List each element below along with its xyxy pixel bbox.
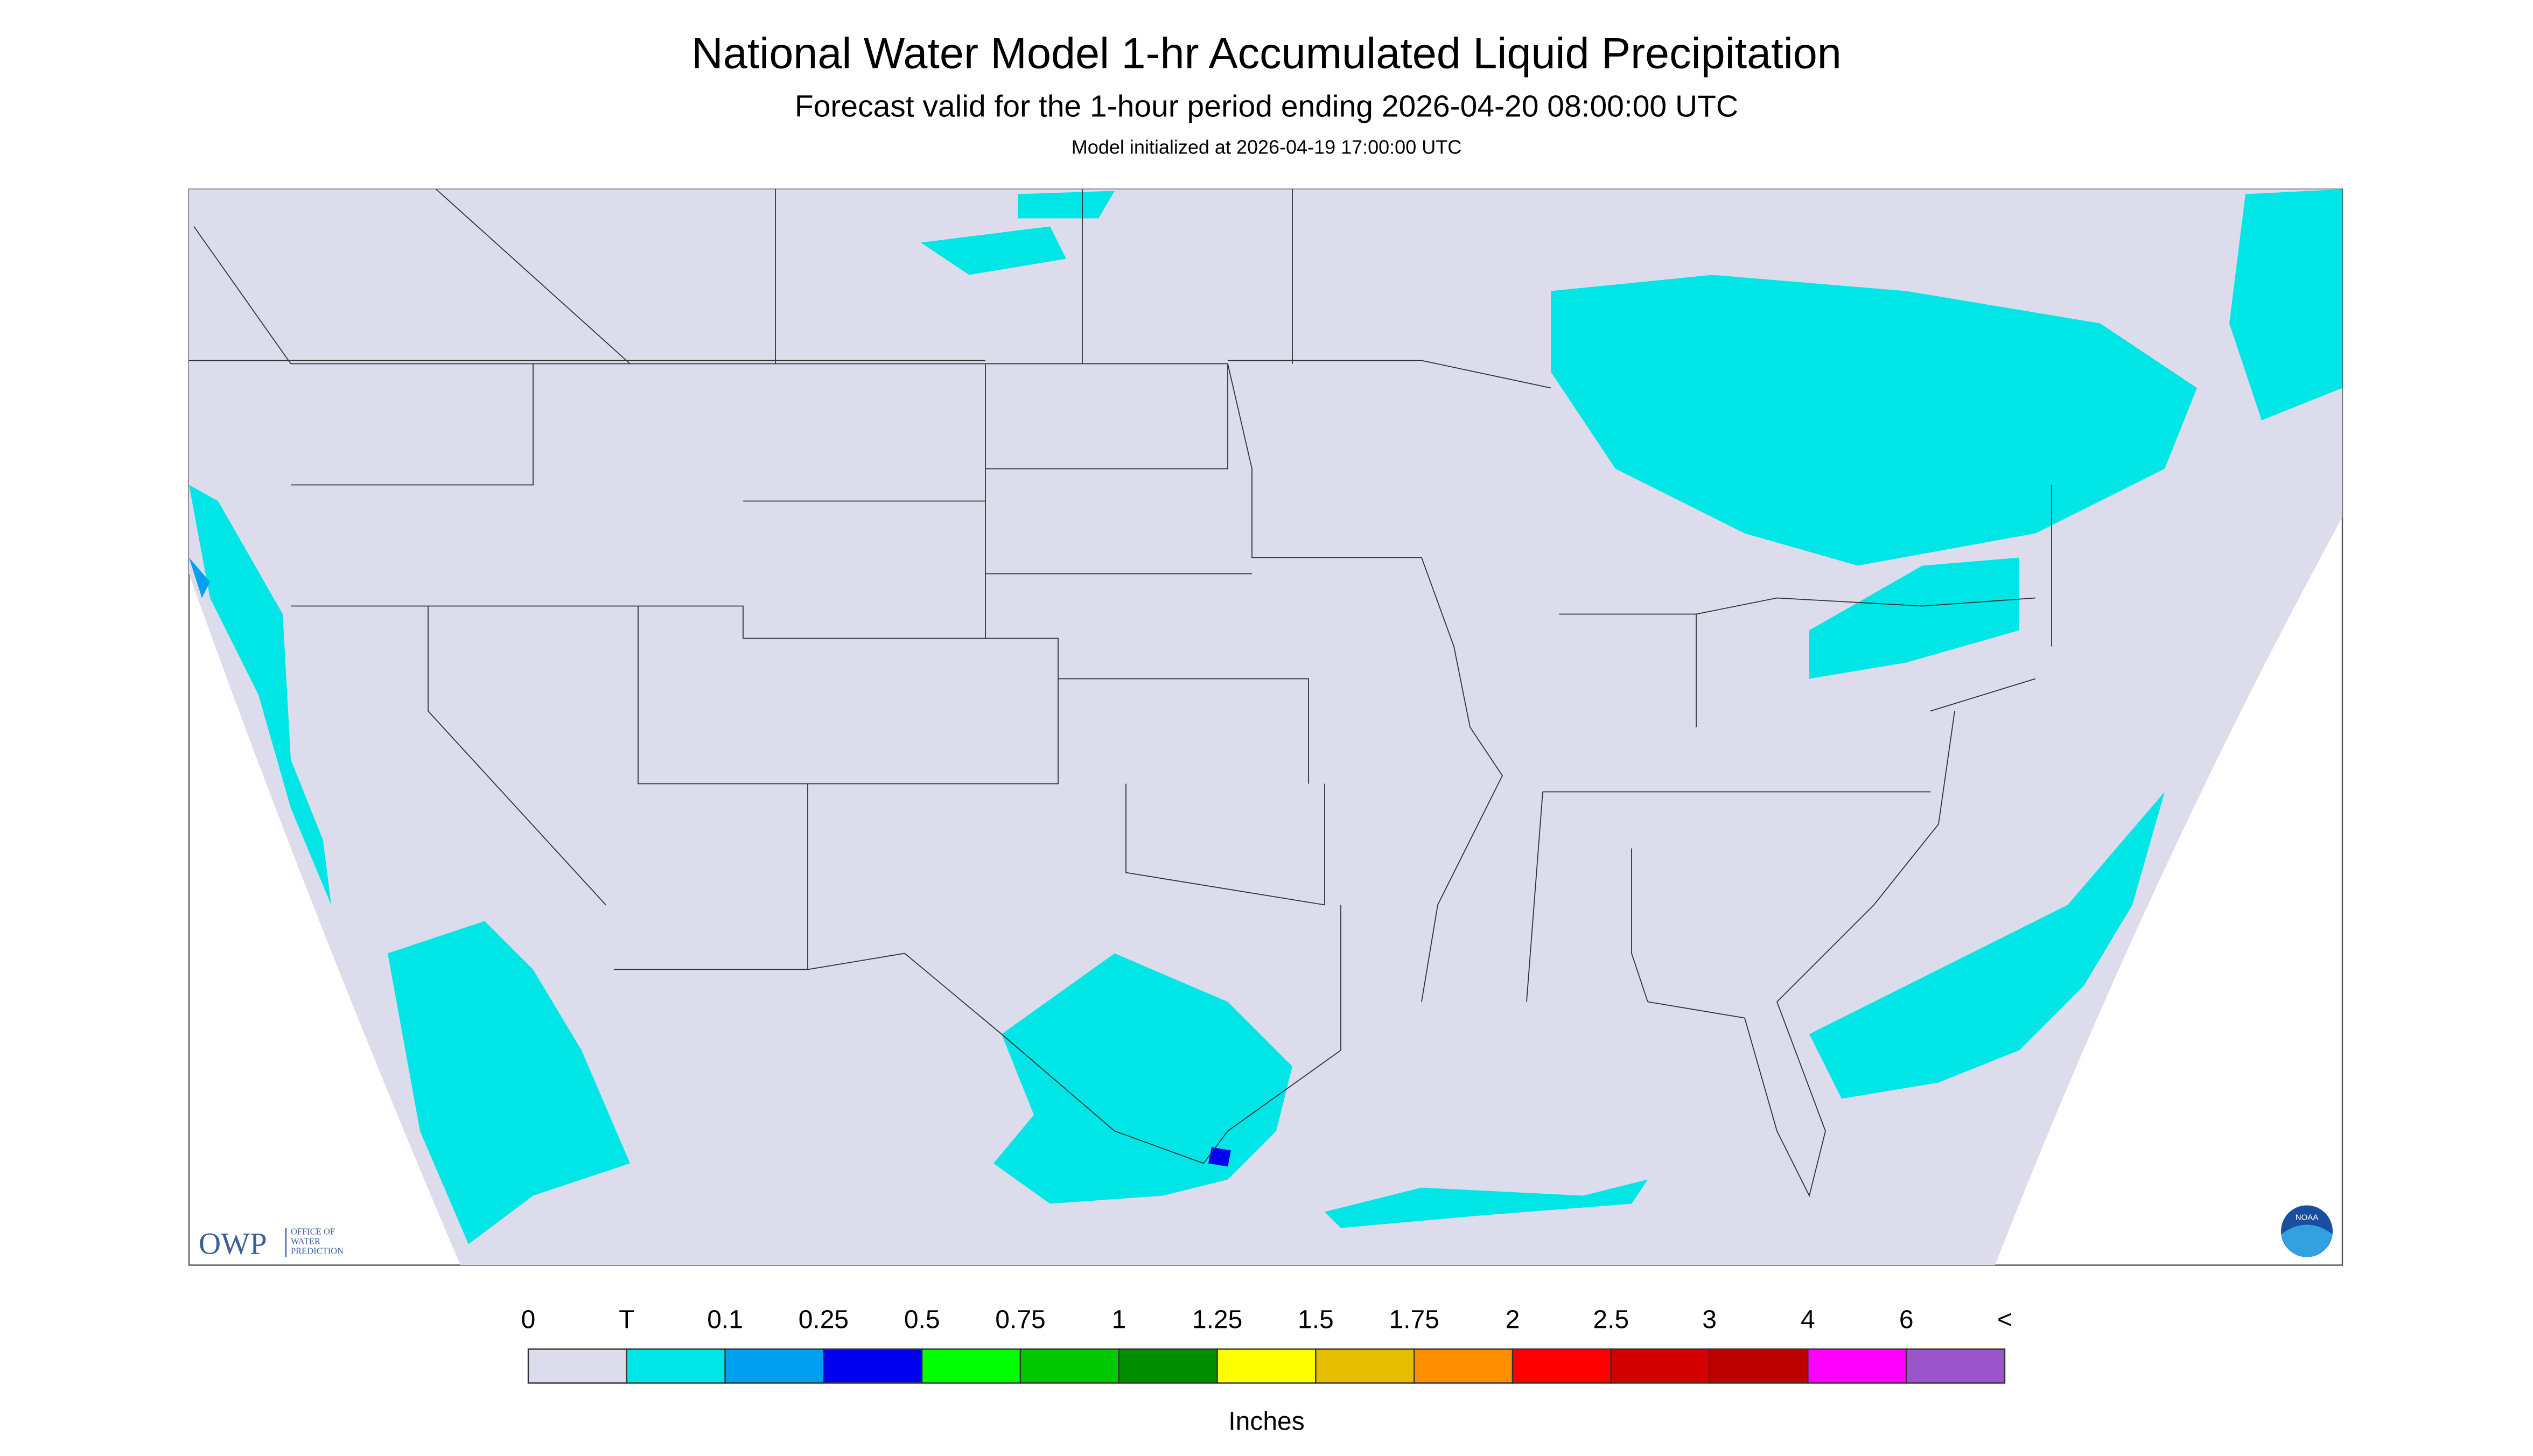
legend-label: 1.25 [1192, 1306, 1242, 1334]
subtitle: Forecast valid for the 1-hour period end… [795, 89, 1738, 124]
legend-label: 2 [1506, 1306, 1520, 1334]
title: National Water Model 1-hr Accumulated Li… [691, 30, 1842, 78]
legend-label: 0.25 [799, 1306, 849, 1334]
legend-unit: Inches [1228, 1408, 1304, 1436]
owp-office: OFFICE OF [291, 1227, 335, 1237]
legend-label: 6 [1899, 1306, 1914, 1334]
owp-office: WATER [291, 1236, 320, 1247]
legend-label: T [619, 1306, 634, 1334]
legend-swatch [1610, 1348, 1710, 1384]
legend-label: 1 [1111, 1306, 1126, 1334]
legend-label: 3 [1702, 1306, 1717, 1334]
owp-text: OWP [199, 1227, 267, 1261]
legend-swatch [724, 1348, 824, 1384]
map: OWP OFFICE OF WATER PREDICTION NOAA [188, 188, 2343, 1266]
legend-label: 0.75 [995, 1306, 1045, 1334]
legend-swatch [1709, 1348, 1809, 1384]
legend-swatch [1512, 1348, 1612, 1384]
legend-label: 0.5 [904, 1306, 940, 1334]
owp-logo: OWP OFFICE OF WATER PREDICTION [199, 1227, 344, 1261]
legend-swatch [1807, 1348, 1907, 1384]
init-note: Model initialized at 2026-04-19 17:00:00… [1072, 136, 1461, 158]
legend-label: < [1997, 1306, 2012, 1334]
legend-swatch [626, 1348, 726, 1384]
legend-swatch [1315, 1348, 1415, 1384]
legend-swatch [527, 1348, 628, 1384]
legend-label: 1.5 [1298, 1306, 1334, 1334]
owp-office: PREDICTION [291, 1246, 344, 1256]
legend: 0 T 0.1 0.25 0.5 0.75 1 1.25 1.5 1.75 2 2.5 3 4 6 < [521, 1306, 2012, 1384]
legend-swatch [1019, 1348, 1120, 1384]
borders [189, 188, 2052, 1198]
legend-swatch [823, 1348, 923, 1384]
legend-swatch [1216, 1348, 1317, 1384]
legend-swatch [1118, 1348, 1218, 1384]
legend-label: 4 [1801, 1306, 1815, 1334]
legend-label: 0.1 [707, 1306, 743, 1334]
precip-areas [189, 189, 2342, 1244]
legend-label: 2.5 [1593, 1306, 1629, 1334]
legend-swatch [1905, 1348, 2006, 1384]
noaa-text: NOAA [2296, 1213, 2319, 1222]
legend-swatch [1414, 1348, 1514, 1384]
legend-label: 0 [521, 1306, 536, 1334]
legend-swatch [921, 1348, 1021, 1384]
noaa-logo: NOAA [2281, 1205, 2333, 1257]
legend-label: 1.75 [1389, 1306, 1439, 1334]
